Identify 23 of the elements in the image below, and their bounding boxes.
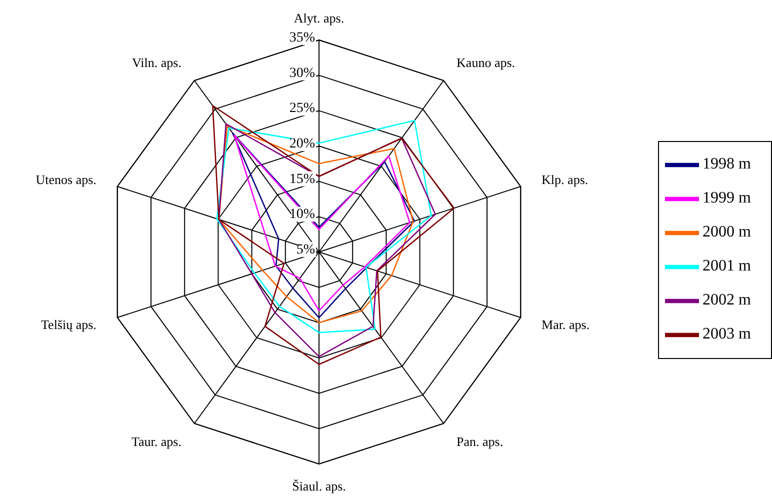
y-tick-label: 5%	[296, 242, 316, 258]
y-tick-label: 35%	[289, 30, 316, 46]
spoke-label: Alyt. aps.	[294, 10, 344, 26]
y-tick-label: 15%	[289, 172, 316, 187]
spoke-label: Utenos aps.	[36, 172, 96, 188]
spoke-label: Klp. aps.	[542, 172, 588, 188]
spoke-label: Kauno aps.	[456, 55, 516, 70]
spoke-label: Mar. aps.	[542, 316, 590, 332]
legend-label: 2001 m	[702, 258, 751, 275]
y-tick-label: 20%	[289, 136, 316, 152]
spoke-label: Viln. aps.	[132, 55, 182, 70]
spoke-label: Taur. aps.	[131, 434, 182, 449]
legend-label: 2000 m	[702, 224, 751, 241]
legend-label: 2003 m	[702, 326, 751, 343]
legend-label: 1998 m	[702, 156, 751, 173]
y-tick-label: 10%	[289, 207, 316, 222]
spoke-label: Pan. aps.	[456, 434, 504, 449]
y-tick-label: 30%	[289, 66, 316, 81]
y-tick-label: 25%	[289, 101, 316, 116]
legend-label: 1999 m	[702, 190, 751, 207]
spoke-label: Telšių aps.	[41, 316, 96, 332]
legend-label: 2002 m	[702, 292, 751, 309]
spoke-label: Šiaul. aps.	[292, 478, 346, 494]
